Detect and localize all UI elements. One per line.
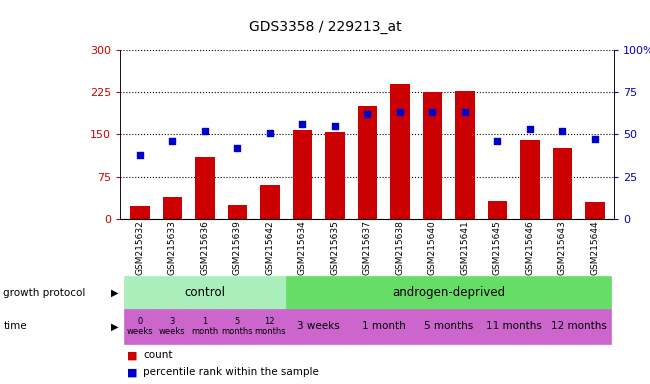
Text: 0
weeks: 0 weeks	[127, 317, 153, 336]
Point	[460, 109, 470, 116]
Bar	[455, 91, 474, 219]
Point	[590, 136, 600, 142]
Bar	[292, 130, 312, 219]
Text: 12
months: 12 months	[254, 317, 285, 336]
Point	[297, 121, 307, 127]
Bar	[520, 140, 540, 219]
Point	[265, 130, 275, 136]
Bar	[488, 201, 507, 219]
Bar	[260, 185, 280, 219]
Text: growth protocol: growth protocol	[3, 288, 86, 298]
Point	[232, 145, 242, 151]
Text: 3 weeks: 3 weeks	[297, 321, 340, 331]
Bar	[585, 202, 604, 219]
Point	[167, 138, 177, 144]
Text: control: control	[184, 286, 226, 299]
Text: count: count	[143, 350, 172, 360]
Text: androgen-deprived: androgen-deprived	[392, 286, 505, 299]
Point	[330, 123, 340, 129]
Text: ■: ■	[127, 350, 137, 360]
Text: 1
month: 1 month	[191, 317, 218, 336]
Text: ■: ■	[127, 367, 137, 377]
Text: ▶: ▶	[111, 288, 118, 298]
Text: GDS3358 / 229213_at: GDS3358 / 229213_at	[249, 20, 401, 34]
Bar	[390, 84, 410, 219]
Text: 1 month: 1 month	[361, 321, 406, 331]
Point	[395, 109, 405, 116]
Bar	[422, 92, 442, 219]
Point	[362, 111, 372, 117]
Text: time: time	[3, 321, 27, 331]
Text: 3
weeks: 3 weeks	[159, 317, 185, 336]
Text: ▶: ▶	[111, 321, 118, 331]
Point	[557, 128, 567, 134]
Text: percentile rank within the sample: percentile rank within the sample	[143, 367, 319, 377]
Point	[525, 126, 535, 132]
Bar	[162, 197, 182, 219]
Text: 5
months: 5 months	[222, 317, 253, 336]
Text: 5 months: 5 months	[424, 321, 473, 331]
Point	[427, 109, 437, 116]
Bar	[130, 207, 150, 219]
Bar	[227, 205, 247, 219]
Bar	[325, 132, 344, 219]
Bar	[195, 157, 215, 219]
Bar	[358, 106, 377, 219]
Point	[200, 128, 210, 134]
Point	[492, 138, 502, 144]
Text: 11 months: 11 months	[486, 321, 541, 331]
Bar	[552, 149, 572, 219]
Text: 12 months: 12 months	[551, 321, 606, 331]
Point	[135, 152, 145, 158]
